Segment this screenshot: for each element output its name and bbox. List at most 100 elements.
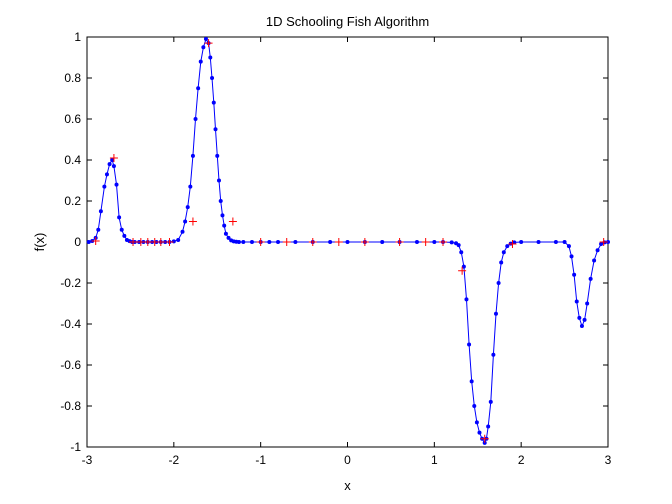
data-point <box>345 240 350 244</box>
data-point <box>223 231 228 236</box>
data-point <box>505 244 510 249</box>
data-point <box>577 315 582 320</box>
data-point <box>96 227 101 232</box>
plus-marker <box>334 238 343 246</box>
x-tick-label: 3 <box>605 453 612 467</box>
plus-marker <box>480 434 489 443</box>
data-point <box>472 404 477 408</box>
plus-marker <box>165 238 174 246</box>
plus-marker <box>599 238 608 246</box>
plus-marker <box>282 238 291 246</box>
data-point <box>188 184 193 189</box>
data-point <box>215 153 220 158</box>
data-point <box>474 420 479 425</box>
data-point <box>293 240 298 244</box>
data-point <box>119 227 124 232</box>
data-point <box>198 59 203 64</box>
data-point <box>104 172 109 177</box>
plus-marker <box>439 238 448 246</box>
data-point <box>585 301 590 306</box>
data-point <box>117 215 122 220</box>
data-point <box>467 342 472 347</box>
data-point <box>566 244 571 249</box>
data-point <box>226 235 231 240</box>
data-point <box>488 399 493 404</box>
data-point <box>267 240 272 244</box>
plus-marker <box>188 217 197 226</box>
data-point <box>241 240 246 244</box>
plus-marker <box>360 238 369 246</box>
plot-area: -3 -2 -1 0 1 2 3 -1 -0.8 -0.6 -0.4 -0.2 0 0.2 0.4 0.6 0.… <box>60 30 611 467</box>
data-point <box>114 182 119 187</box>
x-tick-label: 0 <box>344 453 351 467</box>
plus-marker <box>256 238 265 246</box>
data-point <box>469 379 474 384</box>
data-point <box>196 86 201 91</box>
data-point <box>486 424 491 429</box>
data-point <box>414 240 419 244</box>
y-axis-label: f(x) <box>32 233 47 252</box>
data-point <box>190 153 195 158</box>
plus-marker <box>136 238 145 246</box>
data-point <box>562 240 567 244</box>
data-point <box>183 219 188 224</box>
data-point <box>606 240 610 244</box>
y-tick-label: 0.6 <box>64 112 81 126</box>
plus-marker <box>109 153 118 162</box>
data-point <box>582 317 587 322</box>
data-point <box>107 162 112 167</box>
data-point <box>572 272 577 277</box>
data-point <box>86 240 91 244</box>
data-point <box>449 240 454 245</box>
data-point <box>176 237 181 242</box>
data-point <box>122 233 127 238</box>
data-point <box>211 100 216 105</box>
data-point <box>180 229 185 234</box>
data-point <box>185 205 190 210</box>
data-point <box>569 254 574 259</box>
data-point <box>432 240 437 244</box>
y-tick-label: 1 <box>74 30 81 44</box>
data-point <box>588 276 593 281</box>
plus-marker <box>395 238 404 246</box>
plus-marker <box>204 39 213 48</box>
data-point <box>574 299 579 304</box>
x-tick-label: -2 <box>168 453 179 467</box>
data-point <box>501 250 506 255</box>
data-point <box>222 223 227 228</box>
data-point <box>98 209 103 214</box>
plus-marker <box>91 236 100 245</box>
plus-marker <box>156 238 165 246</box>
data-point <box>171 239 176 244</box>
data-point <box>236 240 241 244</box>
data-point <box>579 324 584 329</box>
data-point <box>163 240 168 244</box>
data-point <box>203 37 208 42</box>
data-point <box>201 45 206 50</box>
plus-marker <box>421 238 430 246</box>
data-point <box>220 213 225 218</box>
x-tick-label: 1 <box>431 453 438 467</box>
data-point <box>519 240 524 244</box>
data-point <box>482 440 487 445</box>
data-point <box>459 250 464 255</box>
x-tick-label: -3 <box>82 453 93 467</box>
y-tick-label: 0.8 <box>64 71 81 85</box>
plus-marker <box>508 240 517 249</box>
data-point <box>496 281 501 285</box>
data-point <box>553 240 558 244</box>
data-point <box>216 178 221 183</box>
y-tick-label: -0.2 <box>60 276 81 290</box>
data-point <box>536 240 541 244</box>
data-point <box>213 127 218 132</box>
data-point <box>477 430 482 435</box>
data-point <box>491 352 496 357</box>
x-tick-label: 2 <box>518 453 525 467</box>
plus-marker <box>143 238 152 246</box>
data-point <box>499 260 504 265</box>
data-point <box>102 184 107 189</box>
y-tick-label: -0.4 <box>60 317 81 331</box>
data-point <box>380 240 385 244</box>
y-tick-label: -0.8 <box>60 399 81 413</box>
